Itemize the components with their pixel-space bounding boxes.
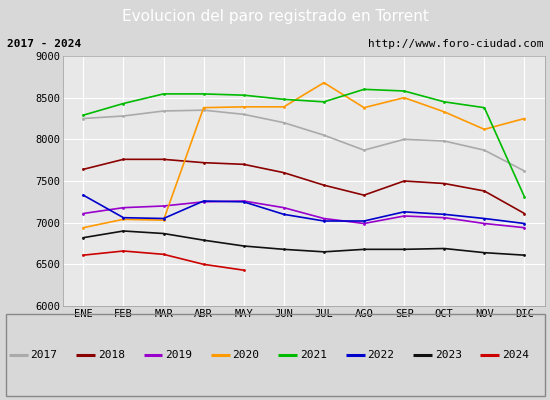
Text: 2019: 2019 [165, 350, 192, 360]
Text: 2018: 2018 [98, 350, 125, 360]
Text: Evolucion del paro registrado en Torrent: Evolucion del paro registrado en Torrent [122, 10, 428, 24]
Text: http://www.foro-ciudad.com: http://www.foro-ciudad.com [368, 39, 543, 49]
Text: 2017: 2017 [30, 350, 57, 360]
Text: 2023: 2023 [434, 350, 461, 360]
Text: 2024: 2024 [502, 350, 529, 360]
Text: 2022: 2022 [367, 350, 394, 360]
Text: 2017 - 2024: 2017 - 2024 [7, 39, 81, 49]
Text: 2021: 2021 [300, 350, 327, 360]
Text: 2020: 2020 [233, 350, 260, 360]
